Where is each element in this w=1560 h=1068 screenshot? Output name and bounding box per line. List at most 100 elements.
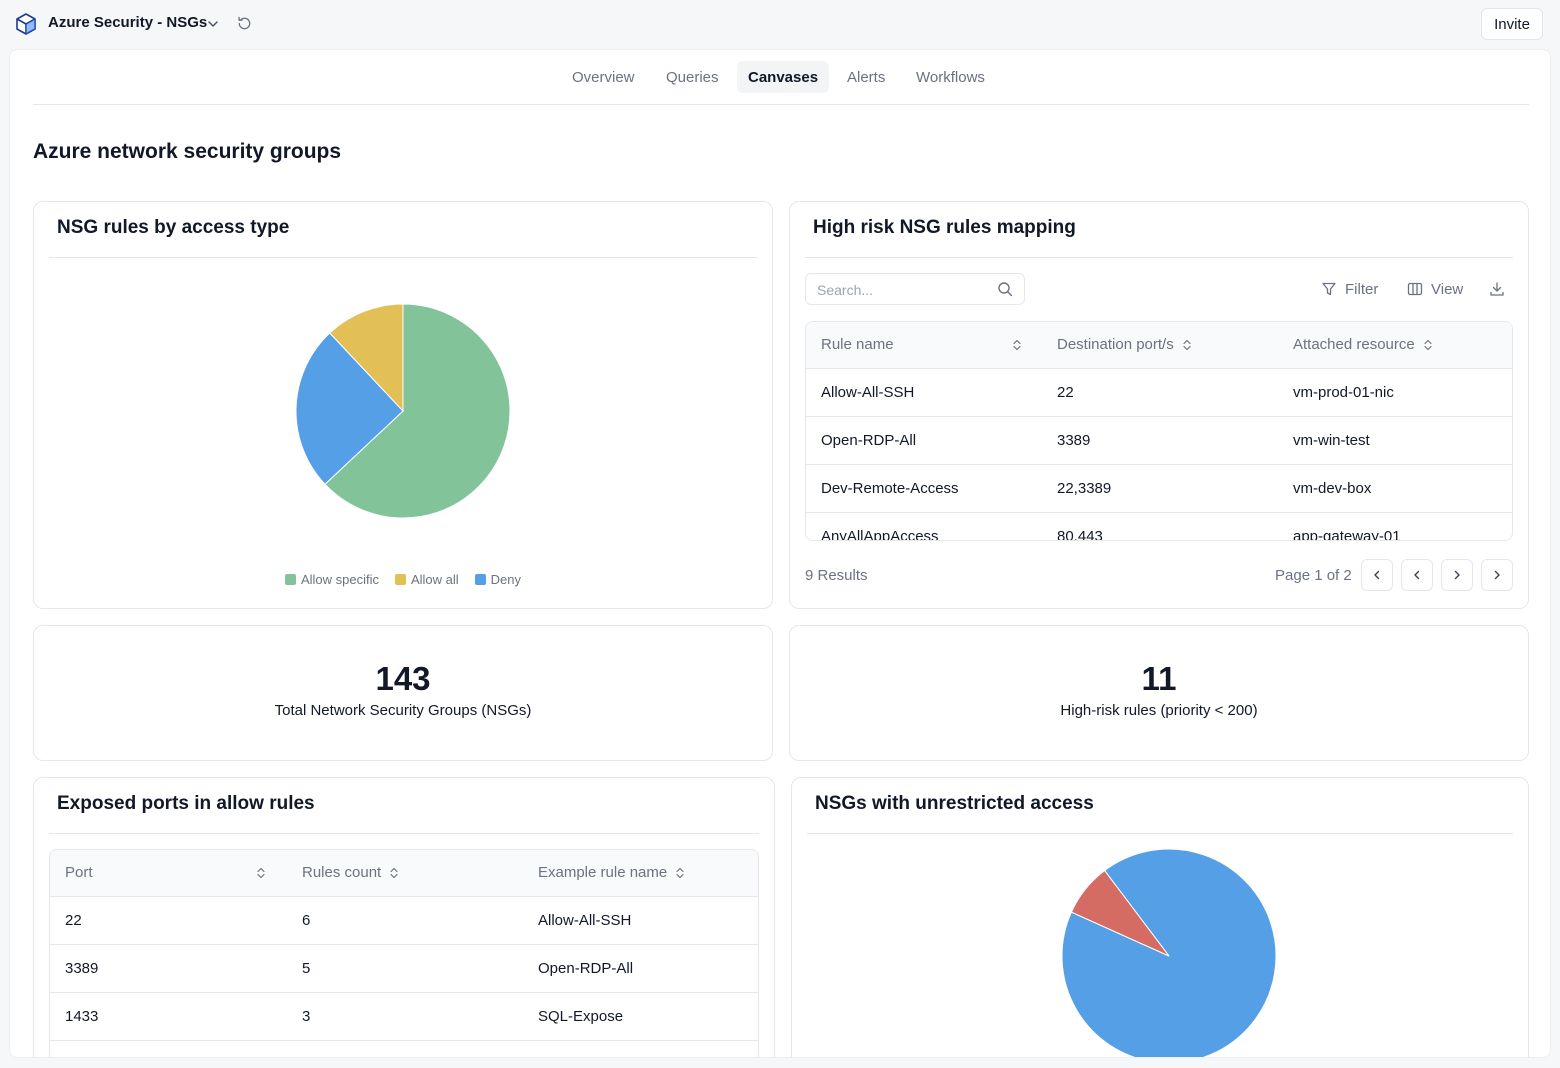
filter-button[interactable]: Filter (1321, 278, 1378, 300)
exposed-ports-table: Port Rules count Example rule name 22 6 … (49, 849, 759, 1057)
card-divider (49, 833, 759, 834)
legend-swatch (284, 574, 296, 585)
cell-rules-count: 5 (302, 960, 311, 977)
sort-icon[interactable] (1012, 339, 1022, 351)
chevron-right-icon (1454, 570, 1460, 580)
legend-item-deny[interactable]: Deny (474, 572, 521, 587)
filter-icon (1322, 282, 1336, 296)
last-page-button[interactable] (1481, 559, 1513, 591)
chevron-left-icon (1414, 570, 1420, 580)
cell-destination-ports: 3389 (1057, 432, 1091, 449)
column-header-label: Port (65, 864, 93, 881)
main-panel: Overview Queries Canvases Alerts Workflo… (9, 49, 1551, 1058)
high-risk-rules-card: High risk NSG rules mapping Filter View (789, 201, 1529, 609)
card-title: High risk NSG rules mapping (813, 217, 1076, 238)
cell-destination-ports: 80,443 (1057, 528, 1103, 541)
next-page-button[interactable] (1441, 559, 1473, 591)
access-type-pie-chart (295, 303, 511, 519)
tab-canvases[interactable]: Canvases (737, 61, 830, 93)
column-header-destination-ports[interactable]: Destination port/s (1057, 336, 1192, 353)
sort-icon[interactable] (256, 867, 266, 879)
chevron-down-icon[interactable] (206, 17, 220, 31)
table-row[interactable]: Dev-Remote-Access 22,3389 vm-dev-box (806, 465, 1512, 513)
download-button[interactable] (1489, 278, 1505, 300)
column-header-attached-resource[interactable]: Attached resource (1293, 336, 1433, 353)
pie-slice-segment-0[interactable] (1061, 848, 1277, 1058)
table-row[interactable]: Open-RDP-All 3389 vm-win-test (806, 417, 1512, 465)
tab-workflows[interactable]: Workflows (916, 68, 985, 86)
column-header-port[interactable]: Port (65, 864, 93, 881)
tab-alerts[interactable]: Alerts (847, 68, 886, 86)
stat-label: High-risk rules (priority < 200) (1060, 702, 1258, 719)
stat-value: 143 (375, 660, 431, 697)
pie-slice-deny[interactable] (295, 332, 404, 485)
chevrons-left-icon (1374, 570, 1380, 580)
filter-label: Filter (1345, 280, 1379, 298)
unrestricted-access-pie-chart (1061, 848, 1277, 1058)
card-divider (807, 833, 1513, 834)
app-title[interactable]: Azure Security - NSGs (48, 14, 208, 31)
legend-item-allow-all[interactable]: Allow all (394, 572, 459, 587)
page-indicator: Page 1 of 2 (1275, 567, 1352, 584)
card-title: Exposed ports in allow rules (57, 793, 315, 814)
refresh-icon[interactable] (236, 15, 253, 32)
total-nsgs-card: 143 Total Network Security Groups (NSGs) (33, 625, 773, 761)
stat-value: 11 (1141, 660, 1177, 697)
cell-rules-count: 3 (302, 1008, 311, 1025)
card-title: NSG rules by access type (57, 217, 290, 238)
table-row[interactable]: 1433 3 SQL-Expose (50, 993, 758, 1041)
cell-rule-name: AnyAllAppAccess (821, 528, 939, 541)
table-row[interactable]: 22 6 Allow-All-SSH (50, 897, 758, 945)
download-icon (1490, 282, 1504, 296)
pie-slice-segment-1[interactable] (1070, 869, 1170, 957)
table-header: Rule name Destination port/s Attached re… (806, 322, 1512, 369)
cube-icon[interactable] (14, 12, 38, 36)
first-page-button[interactable] (1361, 559, 1393, 591)
search-input[interactable] (817, 280, 987, 300)
invite-button[interactable]: Invite (1481, 8, 1543, 40)
columns-icon (1407, 282, 1423, 296)
pie-slice-allow-specific[interactable] (324, 303, 511, 519)
view-button[interactable]: View (1407, 278, 1463, 300)
cell-rule-name: Allow-All-SSH (821, 384, 915, 401)
table-row[interactable]: 3389 5 Open-RDP-All (50, 945, 758, 993)
tab-queries[interactable]: Queries (666, 68, 719, 86)
cell-destination-ports: 22 (1057, 384, 1074, 401)
column-header-label: Attached resource (1293, 336, 1415, 353)
sort-icon (676, 867, 684, 878)
column-header-rule-name[interactable]: Rule name (821, 336, 894, 353)
cell-attached-resource: vm-dev-box (1293, 480, 1372, 497)
unrestricted-access-card: NSGs with unrestricted access (791, 777, 1529, 1058)
cell-attached-resource: app-gateway-01 (1293, 528, 1401, 541)
cell-attached-resource: vm-prod-01-nic (1293, 384, 1394, 401)
stat-label: Total Network Security Groups (NSGs) (274, 702, 532, 719)
legend-item-allow-specific[interactable]: Allow specific (284, 572, 379, 587)
card-divider (805, 257, 1513, 258)
pie-slice-allow-all[interactable] (329, 303, 404, 413)
search-icon[interactable] (997, 281, 1013, 297)
page-title: Azure network security groups (33, 140, 342, 163)
table-row[interactable]: AnyAllAppAccess 80,443 app-gateway-01 (806, 513, 1512, 541)
column-header-example-rule-name[interactable]: Example rule name (538, 864, 685, 881)
tab-bar: Overview Queries Canvases Alerts Workflo… (10, 50, 1550, 105)
chevrons-right-icon (1494, 570, 1500, 580)
cell-rule-name: Open-RDP-All (821, 432, 917, 449)
cell-destination-ports: 22,3389 (1057, 480, 1112, 497)
cell-port: 22 (65, 912, 82, 929)
cell-example-rule-name: SQL-Expose (538, 1008, 624, 1025)
cell-example-rule-name: Open-RDP-All (538, 960, 634, 977)
cell-port: 3389 (65, 960, 99, 977)
sort-icon (1424, 339, 1432, 350)
previous-page-button[interactable] (1401, 559, 1433, 591)
column-header-label: Destination port/s (1057, 336, 1174, 353)
tab-overview[interactable]: Overview (572, 68, 635, 86)
table-row[interactable]: Allow-All-SSH 22 vm-prod-01-nic (806, 369, 1512, 417)
legend-swatch (394, 574, 406, 585)
table-row[interactable] (50, 1041, 758, 1057)
high-risk-rules-stat-card: 11 High-risk rules (priority < 200) (789, 625, 1529, 761)
cell-attached-resource: vm-win-test (1293, 432, 1370, 449)
chart-legend: Allow specific Allow all Deny (34, 572, 772, 587)
column-header-rules-count[interactable]: Rules count (302, 864, 399, 881)
sort-icon (1183, 339, 1191, 350)
sort-icon (390, 867, 398, 878)
